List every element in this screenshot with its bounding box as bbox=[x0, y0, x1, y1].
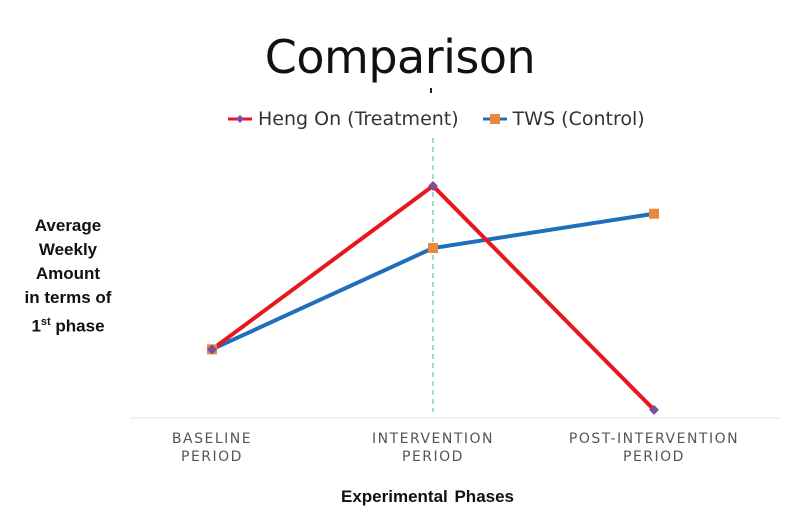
data-point bbox=[649, 208, 659, 219]
y-axis-label-line: Weekly bbox=[38, 240, 98, 259]
title-tick-mark bbox=[430, 88, 432, 93]
data-point bbox=[207, 344, 217, 355]
x-tick-label: INTERVENTION bbox=[372, 431, 494, 447]
y-axis-label-line: Amount bbox=[35, 264, 101, 283]
y-axis-label-rest: phase bbox=[50, 316, 105, 336]
data-point bbox=[428, 180, 438, 191]
data-point bbox=[649, 404, 659, 415]
legend-label-control: TWS (Control) bbox=[512, 108, 645, 130]
y-axis-label-line: in terms of bbox=[24, 288, 112, 307]
y-axis-label: Average Weekly Amount in terms of 1st ph… bbox=[6, 214, 130, 339]
legend-item-treatment: Heng On (Treatment) bbox=[228, 108, 459, 130]
y-axis-label-num: 1 bbox=[31, 316, 41, 336]
y-axis-label-line: Average bbox=[34, 216, 102, 235]
x-tick-label: PERIOD bbox=[181, 449, 243, 465]
data-point bbox=[428, 243, 438, 254]
y-axis-label-line: 1st phase bbox=[6, 310, 130, 339]
legend-item-control: TWS (Control) bbox=[482, 108, 645, 130]
x-tick-label: BASELINE bbox=[172, 431, 252, 447]
legend-marker-treatment bbox=[228, 115, 252, 123]
x-tick-label: POST-INTERVENTION bbox=[569, 431, 739, 447]
legend: Heng On (Treatment) TWS (Control) bbox=[228, 108, 645, 130]
x-tick-label: PERIOD bbox=[623, 449, 685, 465]
legend-label-treatment: Heng On (Treatment) bbox=[258, 108, 459, 130]
y-axis-label-sup: st bbox=[40, 316, 51, 328]
chart-title: Comparison bbox=[264, 30, 536, 84]
x-axis-label: Experimental Phases bbox=[340, 487, 515, 506]
x-tick-label: PERIOD bbox=[402, 449, 464, 465]
legend-marker-control bbox=[482, 114, 507, 124]
